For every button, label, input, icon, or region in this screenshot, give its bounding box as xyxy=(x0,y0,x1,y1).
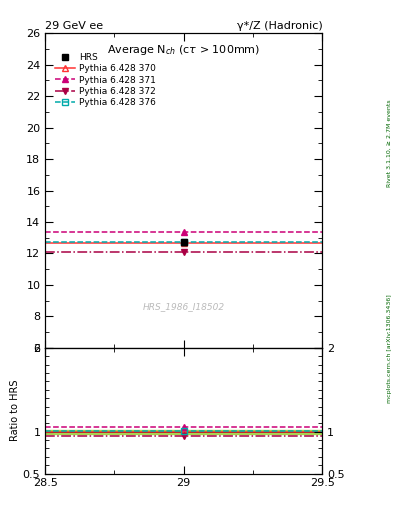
Legend: HRS, Pythia 6.428 370, Pythia 6.428 371, Pythia 6.428 372, Pythia 6.428 376: HRS, Pythia 6.428 370, Pythia 6.428 371,… xyxy=(53,50,158,110)
Text: HRS_1986_I18502: HRS_1986_I18502 xyxy=(143,303,225,311)
Text: Average N$_{ch}$ (c$\tau$ > 100mm): Average N$_{ch}$ (c$\tau$ > 100mm) xyxy=(107,42,260,57)
Text: Rivet 3.1.10, ≥ 2.7M events: Rivet 3.1.10, ≥ 2.7M events xyxy=(387,99,391,187)
Text: 29 GeV ee: 29 GeV ee xyxy=(45,20,103,31)
Text: γ*/Z (Hadronic): γ*/Z (Hadronic) xyxy=(237,20,322,31)
Y-axis label: Ratio to HRS: Ratio to HRS xyxy=(10,380,20,441)
Text: mcplots.cern.ch [arXiv:1306.3436]: mcplots.cern.ch [arXiv:1306.3436] xyxy=(387,294,391,402)
Bar xyxy=(45,430,322,434)
